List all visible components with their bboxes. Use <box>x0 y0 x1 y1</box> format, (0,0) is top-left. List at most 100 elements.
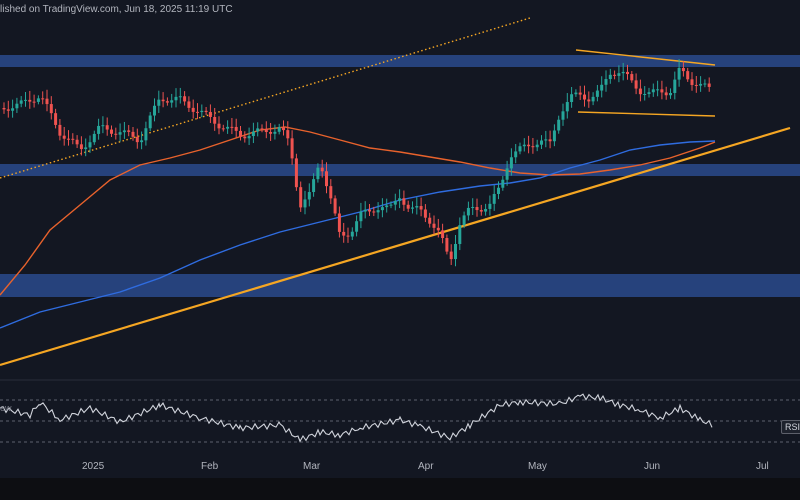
candle-body <box>656 89 660 91</box>
candle-body <box>419 206 423 210</box>
price-zone <box>0 164 800 176</box>
candle-body <box>165 101 169 103</box>
candle-body <box>462 215 466 226</box>
publish-header: lished on TradingView.com, Jun 18, 2025 … <box>0 4 233 15</box>
candle-body <box>41 98 45 100</box>
candle-body <box>11 108 15 111</box>
candle-body <box>88 142 92 148</box>
candle-body <box>372 211 376 213</box>
candle-body <box>544 139 548 141</box>
candle-body <box>548 139 552 142</box>
candle-body <box>36 98 40 102</box>
candle-body <box>707 83 711 87</box>
candle-body <box>67 138 70 140</box>
trendline <box>575 49 716 66</box>
candle-body <box>28 99 32 102</box>
candle-body <box>208 111 212 117</box>
candle-body <box>380 207 384 211</box>
candle-body <box>505 168 509 180</box>
candle-body <box>329 186 333 199</box>
candle-body <box>230 126 234 128</box>
candle-body <box>256 128 260 132</box>
candle-body <box>312 179 316 193</box>
candle-body <box>385 205 389 208</box>
x-tick-label: Apr <box>418 461 434 472</box>
candle-body <box>492 193 496 204</box>
candle-body <box>664 92 668 96</box>
candle-body <box>307 192 311 200</box>
candle-body <box>273 131 277 134</box>
candle-body <box>522 144 526 147</box>
candle-body <box>303 199 307 208</box>
candle-body <box>608 74 612 80</box>
candle-body <box>183 96 187 102</box>
candle-body <box>264 129 268 133</box>
candle-body <box>643 94 647 96</box>
candle-body <box>630 74 634 81</box>
candle-body <box>346 235 350 237</box>
candle-body <box>243 136 247 139</box>
candle-body <box>527 144 531 147</box>
candle-body <box>251 131 255 137</box>
candle-body <box>471 207 475 209</box>
candle-body <box>187 101 191 108</box>
candle-body <box>634 80 638 89</box>
candle-body <box>24 99 27 101</box>
candle-body <box>84 147 88 150</box>
candle-body <box>479 210 483 212</box>
candle-body <box>290 138 294 159</box>
candle-body <box>247 136 251 139</box>
candle-body <box>114 133 118 135</box>
candle-body <box>402 198 406 205</box>
candle-body <box>638 88 642 95</box>
candle-body <box>350 231 354 237</box>
candle-body <box>234 126 238 131</box>
ma-100-line <box>0 126 716 296</box>
candle-body <box>153 105 156 116</box>
candle-body <box>660 89 664 93</box>
candle-body <box>62 135 66 139</box>
candle-body <box>454 243 457 260</box>
candle-body <box>260 128 264 130</box>
trendline <box>577 111 716 117</box>
candle-body <box>617 73 621 76</box>
price-zone <box>0 274 800 297</box>
candle-body <box>157 99 161 106</box>
x-tick-label: Mar <box>303 461 321 472</box>
candle-body <box>101 125 105 127</box>
candle-body <box>54 113 58 125</box>
candle-body <box>269 132 273 134</box>
candle-body <box>200 110 204 113</box>
candle-body <box>148 115 152 129</box>
candle-body <box>677 67 681 80</box>
x-tick-label: 2025 <box>82 461 105 472</box>
candle-body <box>406 204 410 209</box>
candle-body <box>71 138 75 140</box>
candle-body <box>514 151 518 158</box>
candle-body <box>475 207 479 211</box>
candle-body <box>501 179 505 188</box>
candle-body <box>15 103 19 109</box>
candle-body <box>393 200 397 205</box>
candle-body <box>299 187 303 208</box>
candle-body <box>97 125 101 134</box>
candle-body <box>578 92 582 95</box>
trendline <box>0 17 531 179</box>
candle-body <box>531 146 535 148</box>
candle-body <box>363 209 367 212</box>
candle-body <box>466 207 470 216</box>
candle-body <box>535 144 539 148</box>
candle-body <box>681 67 685 72</box>
candle-body <box>204 110 208 112</box>
candle-body <box>690 79 694 85</box>
x-tick-label: Jul <box>756 461 769 472</box>
candle-body <box>92 133 96 143</box>
candle-body <box>213 116 217 124</box>
candle-body <box>118 132 122 135</box>
candle-body <box>161 99 165 102</box>
candle-body <box>497 187 500 194</box>
candle-body <box>79 144 83 150</box>
candle-body <box>320 167 324 172</box>
